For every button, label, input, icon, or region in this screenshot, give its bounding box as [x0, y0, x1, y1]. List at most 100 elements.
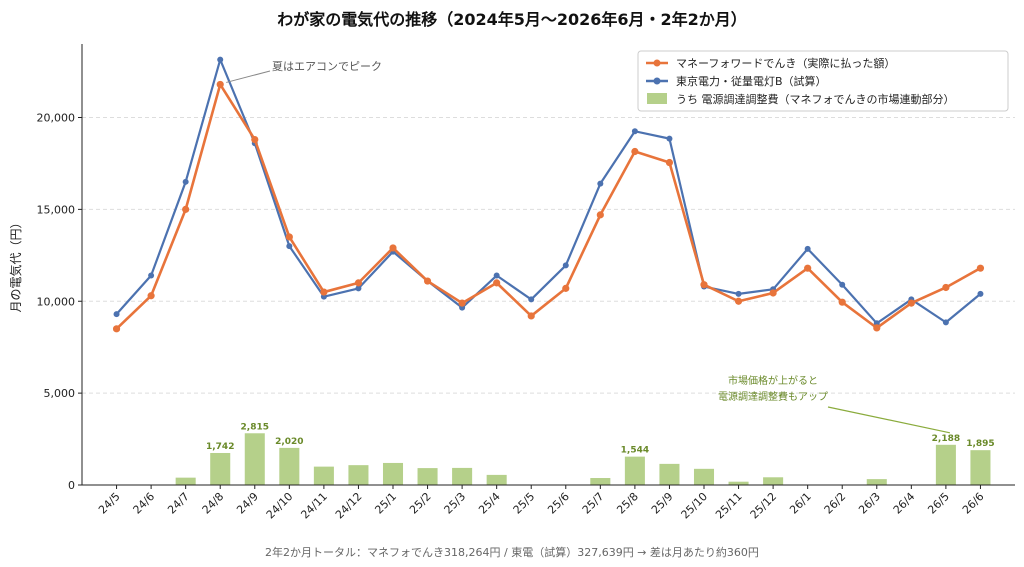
legend: マネーフォワードでんき（実際に払った額） 東京電力・従量電灯B（試算） うち 電源調… — [637, 50, 1009, 112]
gridlines — [82, 117, 1015, 394]
y-axis-title: 月の電気代（円） — [8, 216, 23, 312]
data-point — [147, 292, 155, 300]
x-tick-label: 25/1 — [372, 490, 399, 517]
data-point — [493, 279, 501, 287]
x-tick-label: 25/12 — [748, 490, 780, 522]
data-point — [977, 290, 984, 297]
x-tick-label: 25/8 — [614, 490, 641, 517]
bar — [313, 466, 334, 485]
bar — [452, 467, 473, 485]
bar-series-layer: 1,742 2,815 2,020 1,544 2,188 1,895 — [175, 422, 995, 485]
y-tick-label: 0 — [68, 479, 75, 492]
x-tick-label: 26/5 — [925, 490, 952, 517]
bar-data-label: 1,742 — [206, 442, 234, 452]
data-point — [458, 299, 466, 307]
x-tick-label: 25/10 — [679, 490, 711, 522]
bar — [763, 477, 784, 485]
axes: 0 5,000 10,000 15,000 20,000 月の電気代（円） 24/5 24/6… — [8, 44, 1015, 522]
data-point — [666, 135, 673, 142]
annotation-text: 市場価格が上がると — [728, 374, 818, 387]
bar-data-label: 1,544 — [621, 446, 649, 456]
bar — [659, 463, 680, 485]
data-point — [804, 245, 811, 252]
series-line — [115, 83, 982, 330]
bar — [624, 456, 645, 485]
data-point — [217, 56, 224, 63]
bar — [728, 481, 749, 485]
annotation-text: 電源調達調整費もアップ — [718, 390, 828, 403]
x-tick-label: 25/6 — [545, 490, 572, 517]
data-point — [528, 296, 535, 303]
data-point — [596, 211, 604, 219]
x-tick-label: 24/5 — [96, 490, 123, 517]
legend-label: うち 電源調達調整費（マネフォでんきの市場連動部分） — [676, 92, 955, 106]
data-point — [597, 180, 604, 187]
data-point — [285, 233, 293, 241]
legend-swatch-bar — [647, 93, 667, 104]
x-tick-label: 25/11 — [713, 490, 745, 522]
data-point — [182, 178, 189, 185]
bar — [866, 479, 887, 485]
bar — [210, 452, 231, 485]
data-point — [112, 325, 121, 333]
legend-box — [637, 50, 1009, 112]
data-point — [838, 298, 846, 306]
data-point — [423, 277, 432, 285]
bar — [935, 444, 956, 485]
bar — [244, 433, 265, 485]
data-point — [286, 243, 293, 250]
data-point — [631, 147, 639, 156]
data-point — [527, 312, 535, 320]
data-point — [182, 205, 190, 213]
data-point — [907, 299, 915, 307]
legend-swatch-marker — [653, 59, 661, 67]
data-point — [804, 264, 812, 272]
data-point — [942, 283, 950, 292]
bar-data-label: 2,188 — [932, 434, 960, 444]
data-point — [354, 279, 363, 287]
data-point — [355, 285, 362, 292]
data-point — [839, 281, 846, 288]
x-tick-label: 26/3 — [856, 490, 883, 517]
x-tick-label: 25/3 — [442, 490, 469, 517]
x-tick-label: 24/12 — [333, 490, 365, 522]
data-point — [389, 244, 397, 252]
data-point — [942, 319, 949, 326]
data-point — [873, 324, 881, 332]
data-point — [734, 297, 743, 305]
legend-swatch-marker — [653, 77, 661, 85]
data-point — [735, 290, 742, 297]
chart-title: わが家の電気代の推移（2024年5月〜2026年6月・2年2か月） — [277, 10, 747, 29]
x-tick-label: 25/2 — [407, 490, 434, 517]
x-tick-label: 25/5 — [511, 490, 538, 517]
x-tick-label: 26/1 — [787, 490, 814, 517]
legend-label: マネーフォワードでんき（実際に払った額） — [676, 56, 895, 70]
bar-data-label: 1,895 — [966, 439, 994, 449]
y-tick-label: 10,000 — [37, 295, 76, 308]
y-tick-label: 20,000 — [37, 112, 76, 125]
bar-data-label: 2,815 — [241, 422, 269, 432]
data-point — [562, 262, 569, 269]
x-tick-label: 24/8 — [200, 490, 227, 517]
y-tick-label: 5,000 — [44, 387, 76, 400]
annotation-text: 夏はエアコンでピーク — [272, 60, 382, 73]
bar — [348, 465, 369, 485]
bar — [417, 468, 438, 485]
annotation-arrow — [226, 70, 271, 83]
x-tick-label: 24/11 — [298, 490, 330, 522]
bar — [970, 450, 991, 485]
bar — [486, 474, 507, 485]
annotation-arrow — [827, 406, 951, 434]
data-point — [493, 272, 500, 279]
bar — [590, 478, 611, 485]
bar — [693, 468, 715, 485]
data-point — [631, 128, 638, 135]
footer-note: 2年2か月トータル：マネフォでんき318,264円 / 東電（試算）327,63… — [265, 546, 759, 559]
data-point — [216, 80, 224, 89]
data-point — [320, 288, 328, 296]
data-point — [562, 284, 570, 292]
x-tick-label: 26/6 — [960, 490, 987, 517]
x-tick-label: 24/7 — [165, 490, 192, 517]
